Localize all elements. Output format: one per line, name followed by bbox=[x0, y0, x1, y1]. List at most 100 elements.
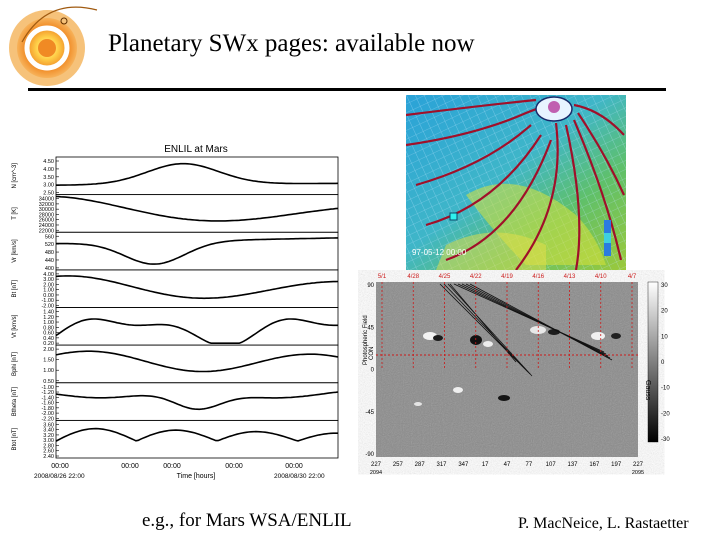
y-tick: 26000 bbox=[39, 218, 54, 224]
slide-title: Planetary SWx pages: available now bbox=[108, 30, 475, 57]
longitude-tick: 77 bbox=[525, 462, 532, 468]
longitude-tick: 227 bbox=[371, 462, 382, 468]
longitude-tick: 227 bbox=[633, 462, 644, 468]
y-tick: -2.00 bbox=[41, 411, 54, 417]
colorbar-tick: -30 bbox=[661, 437, 670, 443]
date-label: 4/16 bbox=[532, 274, 544, 280]
subplot-frame bbox=[55, 344, 339, 384]
longitude-tick: 137 bbox=[567, 462, 578, 468]
enlil-timeseries-plot: ENLIL at Mars 4.50 4.00 3.50 3.00 2.50 N [cm^… bbox=[12, 144, 339, 480]
y-tick: 1.50 bbox=[43, 358, 54, 364]
simulation-timestamp: 97-05-12 00:00 bbox=[412, 248, 467, 257]
series-line bbox=[55, 427, 338, 442]
series-line bbox=[55, 195, 339, 222]
x-date-end: 2008/08/30 22:00 bbox=[274, 473, 325, 480]
y-tick: 0.40 bbox=[43, 336, 54, 342]
y-tick: 32000 bbox=[39, 202, 54, 208]
x-tick: 00:00 bbox=[121, 463, 139, 470]
x-tick: 00:00 bbox=[285, 463, 303, 470]
latitude-tick: 0 bbox=[371, 368, 375, 374]
date-label: 4/25 bbox=[439, 274, 451, 280]
synoptic-magnetogram-map: 5/1 4/28 4/25 4/22 4/19 4/16 4/13 4/10 4/7 227 257… bbox=[358, 270, 688, 480]
date-label: 4/13 bbox=[564, 274, 576, 280]
colorbar-tick: -10 bbox=[661, 386, 670, 392]
longitude-tick: 167 bbox=[589, 462, 600, 468]
y-tick: 2.60 bbox=[43, 449, 54, 455]
x-tick: 00:00 bbox=[163, 463, 181, 470]
y-tick: 3.50 bbox=[43, 175, 54, 181]
caption-example: e.g., for Mars WSA/ENLIL bbox=[142, 510, 352, 531]
y-tick: -1.80 bbox=[41, 406, 54, 412]
y-tick: 400 bbox=[45, 266, 54, 272]
y-tick: 0.50 bbox=[43, 379, 54, 385]
latitude-tick: -90 bbox=[365, 452, 374, 458]
y-axis-label: Btheta [nT] bbox=[12, 387, 18, 417]
longitude-tick: 347 bbox=[458, 462, 469, 468]
y-tick: 0.60 bbox=[43, 331, 54, 337]
y-tick: 30000 bbox=[39, 207, 54, 213]
x-date-start: 2008/08/26 22:00 bbox=[34, 473, 85, 480]
y-tick: 3.40 bbox=[43, 428, 54, 434]
longitude-tick: 287 bbox=[415, 462, 426, 468]
y-tick: -1.40 bbox=[41, 395, 54, 401]
y-tick: 1.40 bbox=[43, 310, 54, 316]
y-tick: 2.50 bbox=[43, 191, 54, 197]
y-tick: 28000 bbox=[39, 212, 54, 218]
series-line bbox=[55, 318, 338, 344]
y-tick: -1.60 bbox=[41, 401, 54, 407]
date-label: 4/10 bbox=[595, 274, 607, 280]
colorbar-unit: Gauss bbox=[644, 380, 651, 401]
colorbar-tick: 0 bbox=[661, 360, 665, 366]
date-label: 5/1 bbox=[378, 274, 387, 280]
y-tick: 3.20 bbox=[43, 433, 54, 439]
y-tick: -1.00 bbox=[41, 385, 54, 391]
sun-logo-icon bbox=[9, 6, 98, 86]
y-tick: 3.00 bbox=[43, 438, 54, 444]
solar-wind-simulation-image: 97-05-12 00:00 bbox=[406, 95, 626, 270]
y-tick: 2.40 bbox=[43, 454, 54, 460]
series-line bbox=[56, 162, 339, 186]
subplot-frame bbox=[55, 382, 339, 421]
y-tick: 3.00 bbox=[43, 277, 54, 283]
series-line bbox=[55, 275, 339, 300]
series-line bbox=[56, 237, 338, 265]
rotation-label: 2095 bbox=[632, 470, 644, 476]
y-tick: 34000 bbox=[39, 197, 54, 203]
y-tick: 0.00 bbox=[43, 293, 54, 299]
caption-authors: P. MacNeice, L. Rastaetter bbox=[518, 515, 689, 532]
date-label: 4/19 bbox=[501, 274, 513, 280]
plot-title: ENLIL at Mars bbox=[164, 144, 228, 155]
field-lines bbox=[406, 98, 626, 270]
y-tick: 3.00 bbox=[43, 183, 54, 189]
y-tick: -2.00 bbox=[41, 304, 54, 310]
y-axis-label: T [K] bbox=[12, 207, 18, 220]
y-tick: 1.00 bbox=[43, 288, 54, 294]
y-tick: 1.00 bbox=[43, 320, 54, 326]
longitude-tick: 317 bbox=[436, 462, 447, 468]
colorbar-tick: 30 bbox=[661, 283, 668, 289]
y-tick: 560 bbox=[45, 234, 54, 240]
longitude-tick: 197 bbox=[611, 462, 622, 468]
y-axis-label: Btot [nT] bbox=[12, 428, 18, 451]
y-tick: -1.20 bbox=[41, 390, 54, 396]
latitude-tick: -45 bbox=[365, 410, 374, 416]
map-side-sublabel: CON bbox=[369, 347, 375, 360]
longitude-tick: 17 bbox=[482, 462, 489, 468]
y-tick: 2.80 bbox=[43, 443, 54, 449]
date-label: 4/22 bbox=[470, 274, 482, 280]
date-label: 4/28 bbox=[407, 274, 419, 280]
y-tick: 2.00 bbox=[43, 347, 54, 353]
map-side-label: Photospheric Field bbox=[363, 315, 369, 365]
y-tick: -2.20 bbox=[41, 416, 54, 422]
y-tick: 24000 bbox=[39, 223, 54, 229]
y-tick: 4.50 bbox=[43, 159, 54, 165]
subplot-frame bbox=[55, 156, 339, 196]
connection-lines bbox=[439, 283, 613, 377]
y-tick: -1.00 bbox=[41, 298, 54, 304]
y-tick: 2.00 bbox=[43, 282, 54, 288]
y-tick: 1.20 bbox=[43, 315, 54, 321]
y-axis-label: Vt [km/s] bbox=[12, 314, 18, 338]
colorbar-tick: -20 bbox=[661, 411, 670, 417]
y-tick: 0.80 bbox=[43, 325, 54, 331]
series-line bbox=[55, 350, 339, 373]
